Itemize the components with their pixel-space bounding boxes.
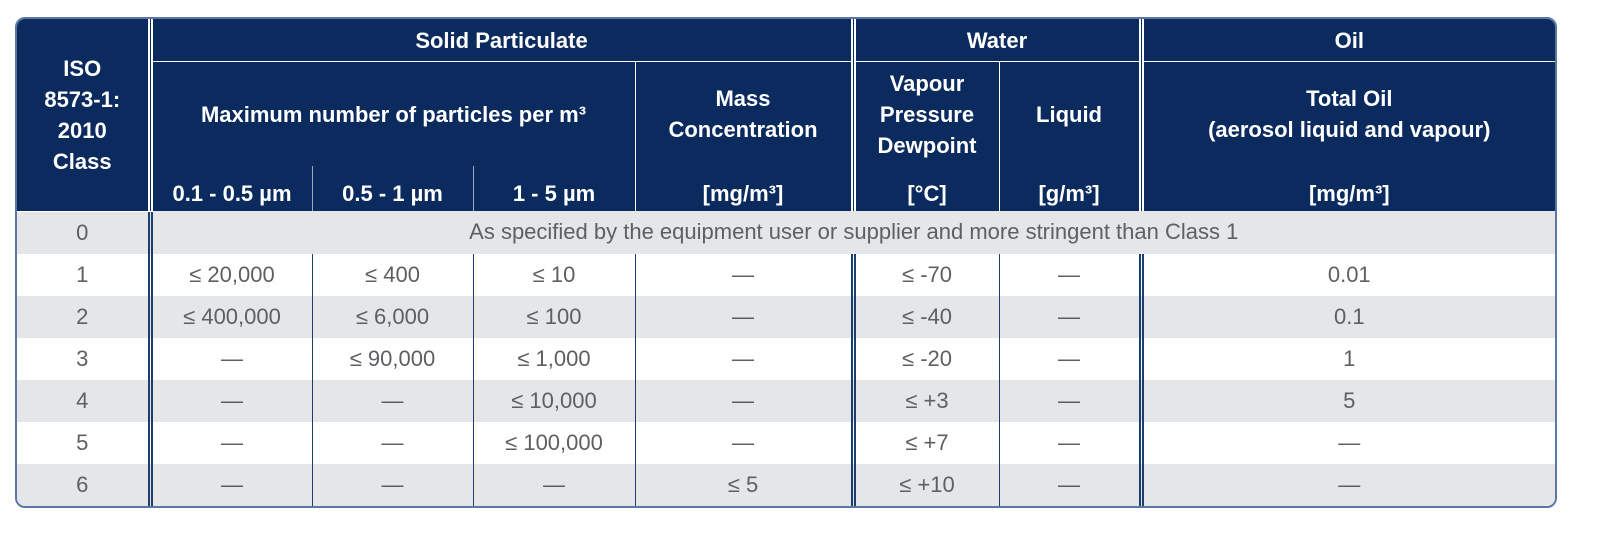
class-cell: 6 bbox=[17, 463, 150, 506]
value-cell: ≤ 20,000 bbox=[147, 253, 312, 296]
table-row: 4— — ≤ 10,000— ≤ +3—5 bbox=[17, 379, 1555, 422]
table-row: 1 ≤ 20,000 ≤ 400 ≤ 10— ≤ -70—0.01 bbox=[17, 253, 1555, 296]
header-line: 2010 bbox=[57, 117, 107, 143]
header-line: Vapour bbox=[889, 70, 965, 96]
value-cell: — bbox=[998, 379, 1142, 422]
sub-header: Total Oil (aerosol liquid and vapour) bbox=[1138, 61, 1555, 166]
value-cell: — bbox=[147, 379, 312, 422]
unit-header: 0.5 - 1 µm bbox=[311, 166, 473, 211]
value-cell: ≤ -40 bbox=[850, 295, 1000, 338]
table-row: 3— ≤ 90,000 ≤ 1,000— ≤ -20—1 bbox=[17, 337, 1555, 380]
header-line: ISO bbox=[63, 55, 102, 81]
header-line: Class bbox=[52, 148, 112, 174]
sub-header: Maximum number of particles per m³ bbox=[147, 61, 635, 166]
value-cell: — bbox=[147, 463, 312, 506]
value-cell: — bbox=[1138, 421, 1555, 464]
value-cell: ≤ +7 bbox=[850, 421, 1000, 464]
value-cell: — bbox=[311, 463, 473, 506]
value-cell: — bbox=[472, 463, 635, 506]
value-cell: ≤ 90,000 bbox=[311, 337, 473, 380]
value-cell: 0.01 bbox=[1138, 253, 1555, 296]
class-cell: 2 bbox=[17, 295, 150, 338]
group-header: Oil bbox=[1138, 19, 1555, 62]
value-cell: — bbox=[311, 421, 473, 464]
header-line: (aerosol liquid and vapour) bbox=[1208, 117, 1491, 142]
value-cell: — bbox=[998, 295, 1142, 338]
value-cell: ≤ 400,000 bbox=[147, 295, 312, 338]
header-row: 0.1 - 0.5 µm 0.5 - 1 µm 1 - 5 µm [mg/m³]… bbox=[17, 166, 1555, 211]
value-cell: 1 bbox=[1138, 337, 1555, 380]
table-row: 5— — ≤ 100,000— ≤ +7— — bbox=[17, 421, 1555, 464]
class-cell: 4 bbox=[17, 379, 150, 422]
unit-header: [°C] bbox=[850, 166, 1000, 211]
value-cell: — bbox=[147, 421, 312, 464]
header-line: 8573-1: bbox=[44, 86, 121, 112]
sub-header: Liquid bbox=[998, 61, 1142, 166]
header-line: Dewpoint bbox=[877, 132, 977, 158]
header-line: Mass bbox=[715, 86, 771, 111]
value-cell: ≤ -20 bbox=[850, 337, 1000, 380]
value-cell: — bbox=[634, 295, 854, 338]
class-cell: 3 bbox=[17, 337, 150, 380]
value-cell: ≤ 10,000 bbox=[472, 379, 635, 422]
header-row: ISO 8573-1: 2010 Class Solid Particulate… bbox=[17, 19, 1555, 212]
value-cell: — bbox=[998, 337, 1142, 380]
unit-header: [g/m³] bbox=[998, 166, 1142, 211]
group-header: Solid Particulate bbox=[147, 19, 854, 62]
group-header: Water bbox=[850, 19, 1142, 62]
value-cell: — bbox=[634, 379, 854, 422]
value-cell: — bbox=[634, 337, 854, 380]
value-cell: ≤ 5 bbox=[634, 463, 854, 506]
value-cell: ≤ -70 bbox=[850, 253, 1000, 296]
value-cell: — bbox=[147, 337, 312, 380]
value-cell: 5 bbox=[1138, 379, 1555, 422]
value-cell: ≤ 400 bbox=[311, 253, 473, 296]
table-header: ISO 8573-1: 2010 Class Solid Particulate… bbox=[17, 19, 1555, 212]
table-row: 0 As specified by the equipment user or … bbox=[17, 211, 1555, 254]
unit-header: [mg/m³] bbox=[634, 166, 854, 211]
value-cell: — bbox=[998, 463, 1142, 506]
header-line: Pressure bbox=[879, 101, 975, 127]
header-line: Concentration bbox=[668, 117, 818, 142]
class-cell: 5 bbox=[17, 421, 150, 464]
class-cell: 1 bbox=[17, 253, 150, 296]
unit-header: 0.1 - 0.5 µm bbox=[147, 166, 312, 211]
value-cell: ≤ 100 bbox=[472, 295, 635, 338]
sub-header: Vapour Pressure Dewpoint bbox=[850, 61, 1000, 166]
unit-header: [mg/m³] bbox=[1138, 166, 1555, 211]
value-cell: ≤ 1,000 bbox=[472, 337, 635, 380]
header-line: Total Oil bbox=[1306, 86, 1393, 111]
value-cell: ≤ 100,000 bbox=[472, 421, 635, 464]
value-cell: ≤ 6,000 bbox=[311, 295, 473, 338]
sub-header: Mass Concentration bbox=[634, 61, 854, 166]
value-cell: — bbox=[634, 253, 854, 296]
value-cell: — bbox=[634, 421, 854, 464]
table-body: 0 As specified by the equipment user or … bbox=[17, 211, 1555, 506]
value-cell: ≤ +3 bbox=[850, 379, 1000, 422]
class-cell: 0 bbox=[17, 211, 150, 254]
note-cell: As specified by the equipment user or su… bbox=[147, 211, 1555, 254]
value-cell: — bbox=[998, 253, 1142, 296]
value-cell: — bbox=[1138, 463, 1555, 506]
class-header: ISO 8573-1: 2010 Class bbox=[17, 19, 150, 212]
value-cell: — bbox=[998, 421, 1142, 464]
table-row: 2 ≤ 400,000 ≤ 6,000 ≤ 100— ≤ -40—0.1 bbox=[17, 295, 1555, 338]
header-row: Maximum number of particles per m³ Mass … bbox=[17, 61, 1555, 166]
table-row: 6— — — ≤ 5 ≤ +10— — bbox=[17, 463, 1555, 506]
value-cell: ≤ +10 bbox=[850, 463, 1000, 506]
unit-header: 1 - 5 µm bbox=[472, 166, 635, 211]
iso-table: ISO 8573-1: 2010 Class Solid Particulate… bbox=[17, 19, 1555, 506]
value-cell: 0.1 bbox=[1138, 295, 1555, 338]
table-frame: ISO 8573-1: 2010 Class Solid Particulate… bbox=[15, 17, 1557, 508]
value-cell: ≤ 10 bbox=[472, 253, 635, 296]
value-cell: — bbox=[311, 379, 473, 422]
